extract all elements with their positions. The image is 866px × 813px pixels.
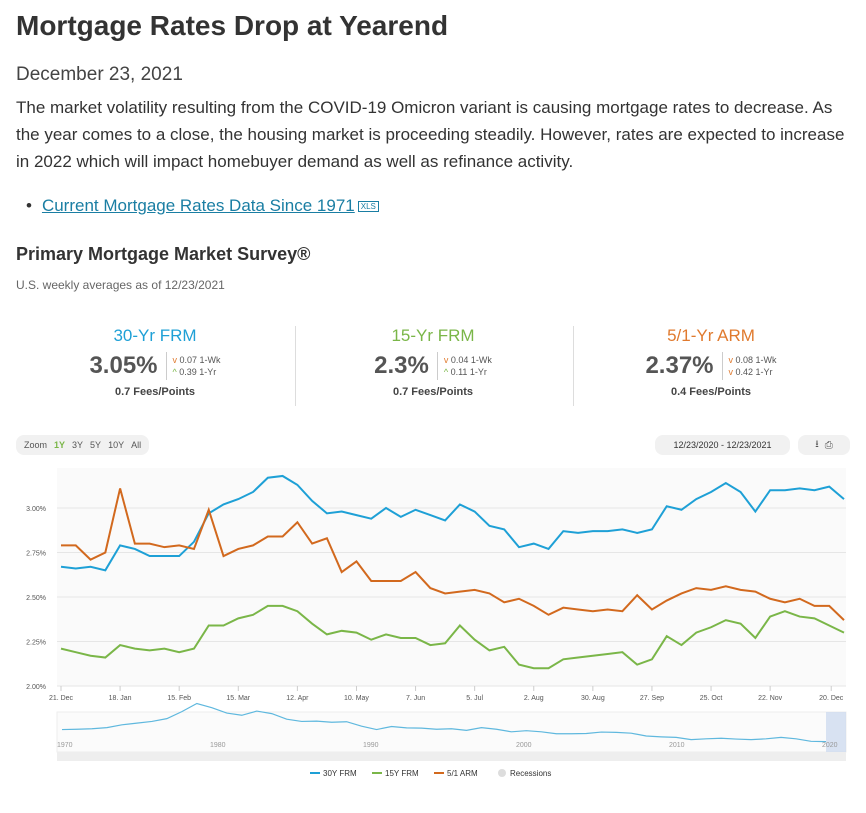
page-title: Mortgage Rates Drop at Yearend <box>16 10 449 41</box>
navigator-scrollbar[interactable] <box>57 752 846 761</box>
survey-title: Primary Mortgage Market Survey® <box>16 244 311 264</box>
rate-card: 30-Yr FRM 3.05% v 0.07 1-Wk ^ 0.39 1-Yr 0… <box>15 326 295 398</box>
x-tick-label: 22. Nov <box>758 695 783 702</box>
navigator-year-label: 1970 <box>57 742 73 749</box>
navigator-year-label: 1980 <box>210 742 226 749</box>
rates-data-link-item: • Current Mortgage Rates Data Since 1971 X… <box>26 196 379 216</box>
survey-subtitle: U.S. weekly averages as of 12/23/2021 <box>16 278 225 292</box>
fees-points: 0.4 Fees/Points <box>670 386 752 398</box>
zoom-label: Zoom <box>24 440 48 450</box>
series-line-15y-frm <box>60 604 845 670</box>
rate-card: 15-Yr FRM 2.3% v 0.04 1-Wk ^ 0.11 1-Yr 0.… <box>293 326 573 398</box>
rate-value: 2.3% <box>374 352 438 380</box>
zoom-option-all[interactable]: All <box>131 440 142 450</box>
fees-points: 0.7 Fees/Points <box>392 386 474 398</box>
x-tick-label: 12. Apr <box>286 695 309 702</box>
plot-area <box>57 468 846 686</box>
zoom-option-10y[interactable]: 10Y <box>108 440 125 450</box>
legend-item: Recessions <box>510 769 551 778</box>
navigator-year-label: 2020 <box>822 742 838 749</box>
navigator-year-label: 2000 <box>516 742 532 749</box>
rate-card-label: 30-Yr FRM <box>113 326 197 345</box>
y-tick-label: 2.50% <box>26 595 46 602</box>
x-tick-label: 15. Feb <box>167 695 191 702</box>
rates-chart: 2.00% 2.25% 2.50% 2.75% 3.00% 21. Dec 18. Jan 1… <box>26 468 847 778</box>
article-intro: The market volatility resulting from the… <box>16 98 845 171</box>
x-tick-label: 21. Dec <box>49 695 74 702</box>
zoom-selector: Zoom 1Y 3Y 5Y 10Y All <box>16 435 150 455</box>
x-tick-label: 7. Jun <box>406 695 425 702</box>
date-range[interactable]: 12/23/2020 - 12/23/2021 <box>655 435 790 455</box>
yearly-change: v 0.42 1-Yr <box>728 367 773 377</box>
weekly-change: v 0.07 1-Wk <box>172 355 221 365</box>
rate-card-label: 15-Yr FRM <box>391 326 475 345</box>
zoom-option-5y[interactable]: 5Y <box>90 440 102 450</box>
x-tick-label: 10. May <box>344 695 369 702</box>
legend-swatch <box>498 769 506 777</box>
x-tick-label: 18. Jan <box>109 695 132 702</box>
x-tick-label: 20. Dec <box>819 695 844 702</box>
y-tick-label: 3.00% <box>26 506 46 513</box>
rate-card: 5/1-Yr ARM 2.37% v 0.08 1-Wk v 0.42 1-Yr … <box>571 326 851 398</box>
legend-item: 15Y FRM <box>385 769 419 778</box>
chart-tools: ⭳ ⎙ <box>798 435 850 455</box>
navigator <box>56 711 847 753</box>
print-icon[interactable]: ⎙ <box>824 439 833 451</box>
divider <box>295 326 296 406</box>
series-line-5-1-arm <box>61 488 845 621</box>
x-tick-label: 5. Jul <box>466 695 483 702</box>
x-tick-label: 27. Sep <box>640 695 664 702</box>
zoom-option-3y[interactable]: 3Y <box>72 440 84 450</box>
series-line-30y-frm <box>60 474 845 572</box>
legend-item: 5/1 ARM <box>447 769 478 778</box>
y-tick-label: 2.25% <box>26 640 46 647</box>
download-icon[interactable]: ⭳ <box>815 438 819 450</box>
x-tick-label: 25. Oct <box>700 695 723 702</box>
y-tick-label: 2.75% <box>26 551 46 558</box>
article-date: December 23, 2021 <box>16 64 183 85</box>
divider <box>573 326 574 406</box>
x-tick-label: 30. Aug <box>581 695 605 702</box>
x-tick-label: 15. Mar <box>226 695 250 702</box>
xls-badge: XLS <box>357 201 379 213</box>
y-tick-label: 2.00% <box>26 684 46 691</box>
weekly-change: v 0.04 1-Wk <box>443 355 492 365</box>
weekly-change: v 0.08 1-Wk <box>728 355 777 365</box>
yearly-change: ^ 0.39 1-Yr <box>172 367 217 377</box>
x-tick-label: 2. Aug <box>524 695 544 702</box>
navigator-line <box>61 702 827 743</box>
rate-card-label: 5/1-Yr ARM <box>667 326 755 345</box>
legend-item: 30Y FRM <box>323 769 357 778</box>
rates-data-link[interactable]: Current Mortgage Rates Data Since 1971 <box>41 196 355 215</box>
navigator-selection <box>826 712 846 752</box>
zoom-option-1y[interactable]: 1Y <box>54 440 66 450</box>
navigator-year-label: 1990 <box>363 742 379 749</box>
rate-value: 3.05% <box>89 352 167 380</box>
navigator-year-label: 2010 <box>669 742 685 749</box>
rate-value: 2.37% <box>645 352 723 380</box>
fees-points: 0.7 Fees/Points <box>114 386 196 398</box>
yearly-change: ^ 0.11 1-Yr <box>443 367 487 377</box>
